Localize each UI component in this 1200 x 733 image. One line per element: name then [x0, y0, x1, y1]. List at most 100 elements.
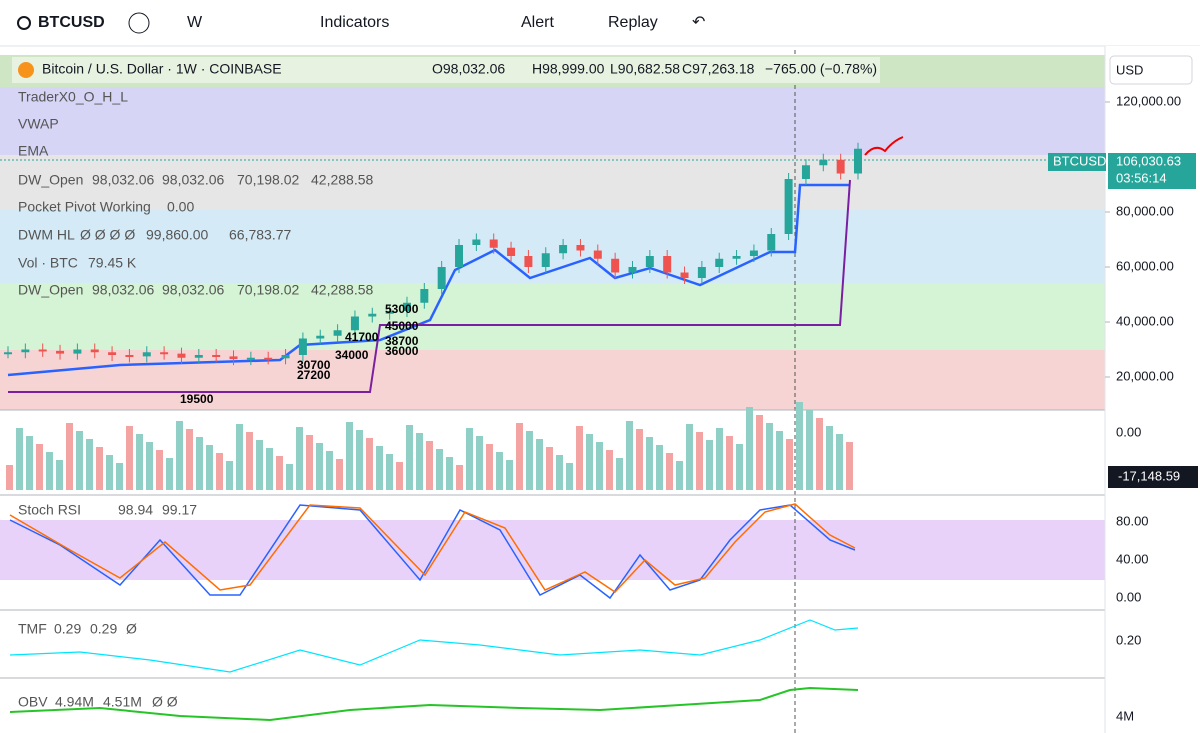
obv-tick: 4M [1116, 708, 1134, 723]
interval[interactable]: W [187, 14, 203, 31]
volume-bar [616, 458, 623, 490]
price-tag-value: 106,030.63 [1116, 153, 1181, 168]
symbol-tag [1048, 153, 1106, 171]
cursor-tag [1108, 466, 1198, 488]
candle [73, 349, 82, 354]
volume-bar [476, 436, 483, 490]
volume-bar [746, 407, 753, 490]
replay-button[interactable]: Replay [608, 14, 658, 31]
volume-bar [216, 453, 223, 490]
add-icon[interactable] [128, 12, 150, 34]
symbol[interactable]: BTCUSD [38, 14, 105, 31]
volume-tick: 0.00 [1116, 424, 1141, 439]
tmf-name[interactable]: TMF [18, 621, 47, 637]
obv-name[interactable]: OBV [18, 694, 48, 710]
candle [628, 267, 637, 273]
band [0, 520, 1105, 580]
volume-bar [556, 455, 563, 490]
indicator-value: 98,032.06 [162, 282, 224, 298]
candle [836, 159, 845, 174]
stoch-k-value: 98.94 [118, 502, 153, 518]
volume-bar [466, 428, 473, 490]
open: O98,032.06 [432, 61, 505, 77]
hidden-indicator[interactable]: TraderX0_O_H_L [18, 89, 128, 105]
candle [489, 239, 498, 248]
hidden-indicator[interactable]: EMA [18, 143, 49, 159]
volume-bar [566, 463, 573, 490]
stoch-d-value: 99.17 [162, 502, 197, 518]
stoch-tick: 80.00 [1116, 513, 1149, 528]
volume-bar [196, 437, 203, 490]
candle [854, 148, 862, 174]
indicator-value: 79.45 K [88, 255, 137, 271]
price-tag [1108, 153, 1196, 189]
close: C97,263.18 [682, 61, 755, 77]
volume-bar [26, 436, 33, 490]
volume-bar [656, 445, 663, 490]
indicator-value: 98,032.06 [162, 172, 224, 188]
candle [732, 256, 741, 259]
stoch-tick: 0.00 [1116, 589, 1141, 604]
volume-bar [266, 448, 273, 490]
volume-bar [836, 434, 843, 490]
candle [749, 250, 758, 256]
tmf-flag: Ø [126, 621, 137, 637]
countdown: 03:56:14 [1116, 170, 1167, 185]
volume-bar [256, 440, 263, 490]
obv-value: 4.94M [55, 694, 94, 710]
hidden-indicator[interactable]: VWAP [18, 116, 59, 132]
indicator-value: 98,032.06 [92, 282, 154, 298]
candle [281, 355, 290, 359]
indicator-name[interactable]: DW_Open [18, 282, 83, 298]
volume-bar [576, 426, 583, 490]
undo[interactable]: ↶ [692, 14, 705, 31]
band [0, 87, 1105, 155]
low: L90,682.58 [610, 61, 680, 77]
volume-bar [686, 424, 693, 490]
volume-bar [146, 442, 153, 490]
volume-bar [606, 450, 613, 490]
indicators-button[interactable]: Indicators [320, 14, 389, 31]
candle [507, 247, 516, 256]
candle [472, 239, 481, 245]
volume-bar [546, 447, 553, 490]
candle [333, 330, 342, 336]
indicator-name[interactable]: DWM HL [18, 227, 75, 243]
candle [212, 355, 221, 357]
stoch-name[interactable]: Stoch RSI [18, 502, 81, 518]
legend-title[interactable]: Bitcoin / U.S. Dollar · 1W · COINBASE [42, 61, 282, 77]
indicator-name[interactable]: DW_Open [18, 172, 83, 188]
volume-bar [846, 442, 853, 490]
candle [316, 335, 325, 339]
indicator-name[interactable]: Vol · BTC [18, 255, 78, 271]
volume-bar [756, 415, 763, 490]
volume-bar [826, 426, 833, 490]
indicator-name[interactable]: Pocket Pivot Working [18, 199, 151, 215]
candle [350, 316, 359, 331]
search-icon[interactable] [17, 16, 31, 30]
volume-bar [126, 426, 133, 490]
candle [402, 302, 411, 311]
candle [541, 253, 550, 267]
btc-icon [18, 62, 34, 78]
volume-bar [6, 465, 13, 490]
indicator-value: 70,198.02 [237, 172, 299, 188]
volume-bar [506, 460, 513, 490]
annotation-arrow [864, 136, 904, 156]
indicator-flags: Ø Ø Ø Ø [80, 227, 135, 243]
volume-bar [46, 452, 53, 490]
candle [611, 258, 620, 273]
stoch-tick: 40.00 [1116, 551, 1149, 566]
currency[interactable]: USD [1116, 62, 1143, 77]
volume-bar [176, 421, 183, 490]
candle [298, 338, 307, 355]
volume-bar [426, 441, 433, 490]
stoch-k [9, 504, 856, 600]
volume-bar [16, 428, 23, 490]
alert-button[interactable]: Alert [521, 14, 554, 31]
volume-bar [276, 456, 283, 490]
candle [784, 179, 793, 234]
currency-select[interactable] [1109, 55, 1193, 85]
volume-bar [696, 432, 703, 490]
volume-bar [446, 457, 453, 490]
